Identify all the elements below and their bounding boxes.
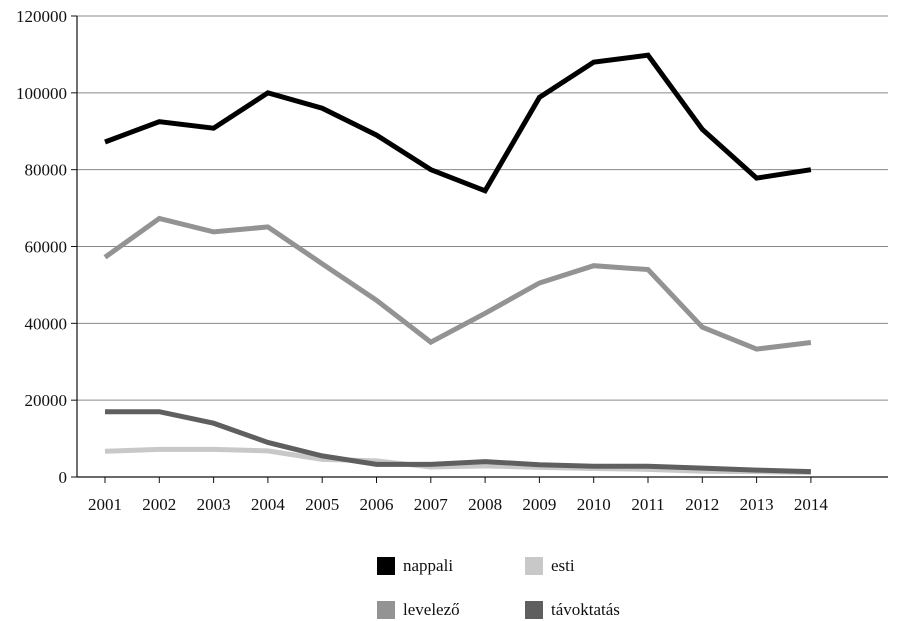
x-tick-label: 2001 [88, 495, 122, 514]
x-tick-label: 2008 [468, 495, 502, 514]
x-tick-label: 2014 [794, 495, 829, 514]
y-tick-label: 60000 [25, 238, 68, 257]
y-tick-label: 40000 [25, 314, 68, 333]
x-tick-label: 2006 [360, 495, 394, 514]
axes [71, 15, 888, 483]
series-line-3 [105, 409, 811, 475]
y-tick-label: 100000 [16, 84, 67, 103]
y-axis-ticks: 0 20000 40000 60000 80000 100000 120000 [16, 7, 67, 487]
x-tick-label: 2010 [577, 495, 611, 514]
x-tick-label: 2009 [522, 495, 556, 514]
y-tick-label: 80000 [25, 161, 68, 180]
x-tick-label: 2003 [197, 495, 231, 514]
x-tick-label: 2007 [414, 495, 449, 514]
series-line-2 [103, 215, 812, 352]
x-tick-label: 2012 [685, 495, 719, 514]
y-tick-label: 20000 [25, 391, 68, 410]
y-tick-label: 120000 [16, 7, 67, 26]
x-tick-label: 2004 [251, 495, 286, 514]
x-tick-label: 2013 [740, 495, 774, 514]
series-lines [103, 52, 812, 475]
x-tick-label: 2002 [142, 495, 176, 514]
y-tick-label: 0 [59, 468, 68, 487]
x-tick-label: 2011 [631, 495, 664, 514]
gridlines [77, 15, 888, 401]
series-line-0 [104, 52, 812, 194]
x-tick-label: 2005 [305, 495, 339, 514]
x-axis-ticks: 2001 2002 2003 2004 2005 2006 2007 2008 2009 2010… [88, 495, 828, 514]
series-line-1 [104, 446, 811, 475]
